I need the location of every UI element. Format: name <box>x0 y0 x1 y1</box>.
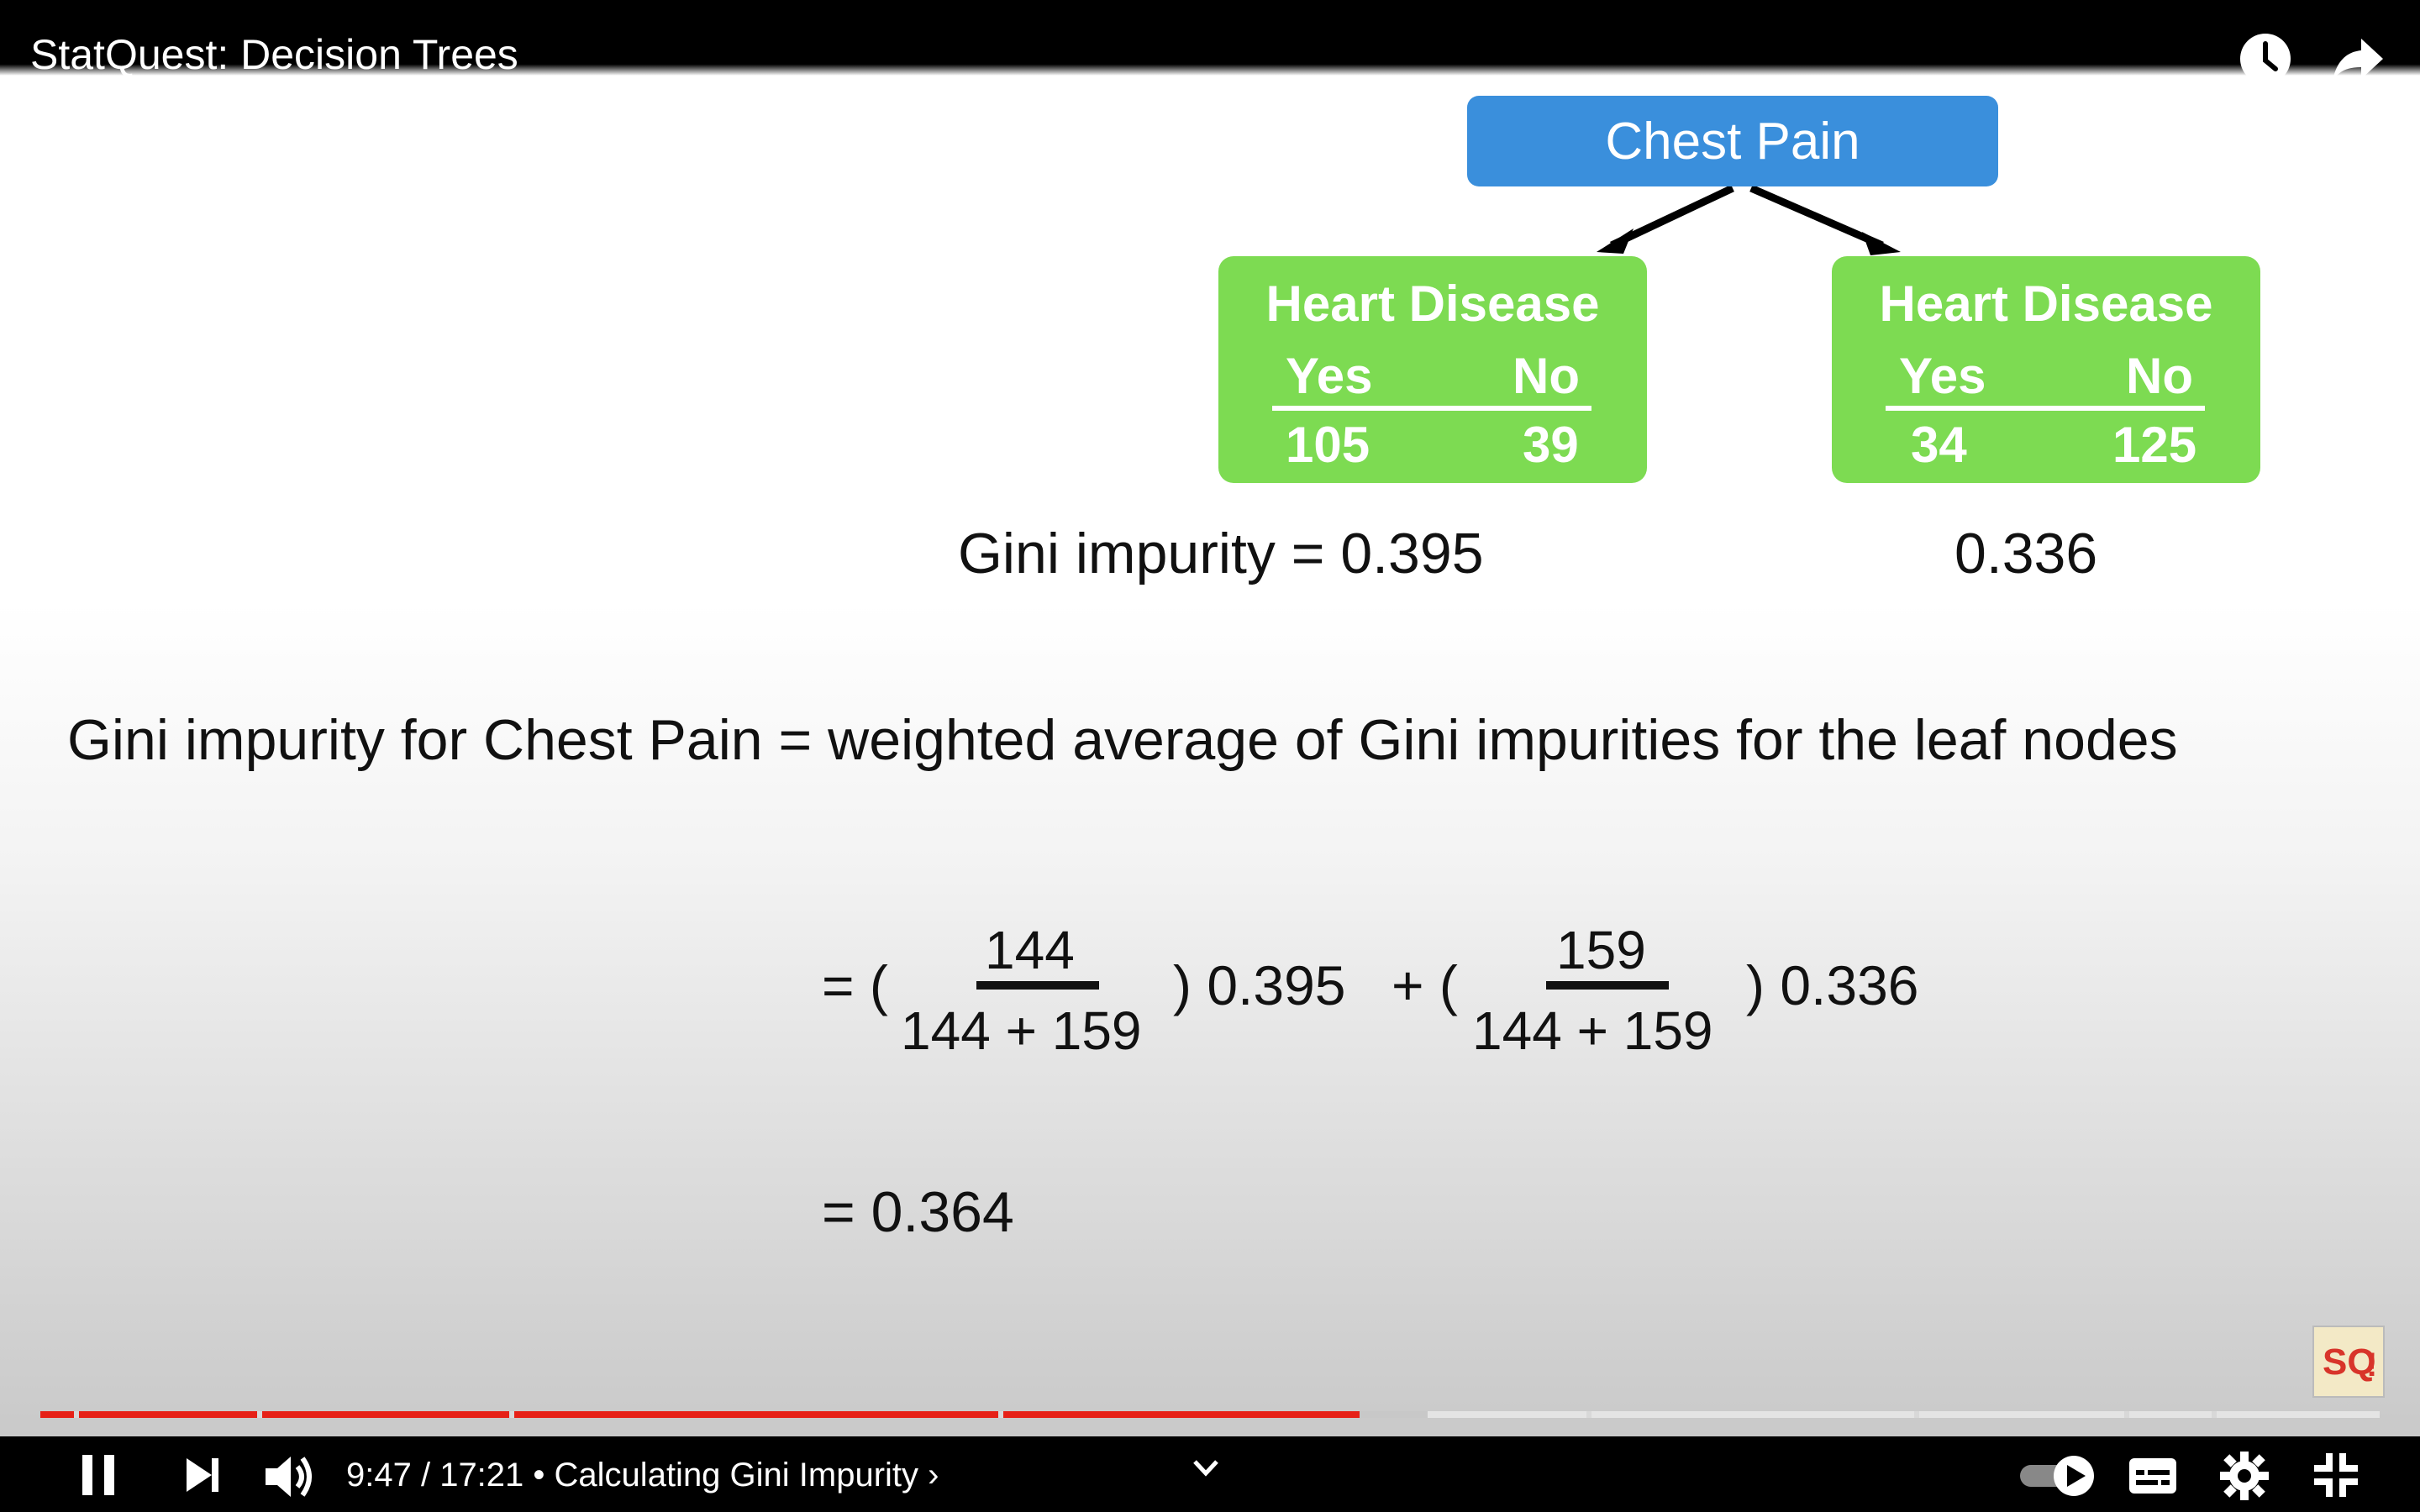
leaf-title: Heart Disease <box>1879 276 2213 332</box>
tree-arrows <box>0 0 2420 1436</box>
chevron-down-icon[interactable] <box>1192 1453 1220 1486</box>
leaf-no-label: No <box>2126 348 2193 404</box>
fraction-2-bar <box>1546 981 1669 990</box>
channel-logo-icon: SQ ! <box>2312 1326 2385 1398</box>
equation-prefix: = ( <box>822 954 888 1016</box>
leaf-no-count: 39 <box>1523 417 1579 473</box>
equation-result: = 0.364 <box>822 1180 1014 1244</box>
chapter-marker <box>1914 1411 1919 1418</box>
svg-text:SQ: SQ <box>2323 1341 2376 1383</box>
watch-later-icon[interactable] <box>2238 32 2292 86</box>
gini-definition: Gini impurity for Chest Pain = weighted … <box>67 708 2178 772</box>
svg-text:!: ! <box>2366 1347 2377 1383</box>
leaf-no-count: 125 <box>2112 417 2197 473</box>
subtitles-icon[interactable] <box>2128 1457 2178 1499</box>
exit-fullscreen-icon[interactable] <box>2312 1452 2360 1503</box>
chapter-marker <box>2212 1411 2217 1418</box>
leaf-no-label: No <box>1512 348 1580 404</box>
left-leaf-node: Heart Disease Yes No 105 39 <box>1218 256 1647 483</box>
progress-played <box>40 1411 1360 1418</box>
leaf-title: Heart Disease <box>1265 276 1600 332</box>
fraction-2-numerator: 159 <box>1556 920 1646 980</box>
chapter-marker <box>1586 1411 1591 1418</box>
player-controls: 9:47 / 17:21 • Calculating Gini Impurity… <box>0 1436 2420 1512</box>
time-and-chapter[interactable]: 9:47 / 17:21 • Calculating Gini Impurity… <box>346 1457 939 1494</box>
root-node-label: Chest Pain <box>1605 112 1860 171</box>
time-display: 9:47 / 17:21 <box>346 1457 524 1494</box>
root-node-chest-pain: Chest Pain <box>1467 96 1998 186</box>
fraction-1-bar <box>976 981 1099 990</box>
leaf-divider <box>1272 406 1591 411</box>
fraction-2-denominator: 144 + 159 <box>1472 1000 1713 1061</box>
progress-bar[interactable] <box>40 1411 2380 1418</box>
leaf-yes-count: 34 <box>1911 417 1967 473</box>
autoplay-toggle-icon[interactable] <box>2018 1455 2096 1501</box>
video-frame[interactable]: Chest Pain Heart Disease Yes No 105 39 H… <box>0 0 2420 1436</box>
right-leaf-node: Heart Disease Yes No 34 125 <box>1832 256 2260 483</box>
chapter-marker <box>998 1411 1003 1418</box>
leaf-yes-label: Yes <box>1899 348 1986 404</box>
video-top-bar: StatQuest: Decision Trees <box>0 0 2420 84</box>
leaf-divider <box>1886 406 2205 411</box>
chapter-title[interactable]: • Calculating Gini Impurity › <box>533 1457 939 1494</box>
next-icon[interactable] <box>183 1453 222 1501</box>
chapter-marker <box>509 1411 514 1418</box>
leaf-yes-count: 105 <box>1286 417 1370 473</box>
pause-icon[interactable] <box>79 1453 119 1501</box>
video-title[interactable]: StatQuest: Decision Trees <box>30 31 518 78</box>
right-gini-label: 0.336 <box>1954 522 2098 585</box>
left-gini-label: Gini impurity = 0.395 <box>958 522 1484 585</box>
chapter-marker <box>74 1411 79 1418</box>
settings-icon[interactable] <box>2220 1452 2269 1504</box>
chapter-marker <box>2124 1411 2129 1418</box>
volume-icon[interactable] <box>264 1453 316 1504</box>
leaf-yes-label: Yes <box>1286 348 1373 404</box>
term-2: ) 0.336 <box>1746 954 1919 1016</box>
fraction-1-denominator: 144 + 159 <box>901 1000 1142 1061</box>
chapter-marker <box>257 1411 262 1418</box>
share-icon[interactable] <box>2331 32 2385 86</box>
term-1: ) 0.395 <box>1173 954 1346 1016</box>
fraction-1-numerator: 144 <box>985 920 1075 980</box>
plus-sign: + ( <box>1392 954 1458 1016</box>
